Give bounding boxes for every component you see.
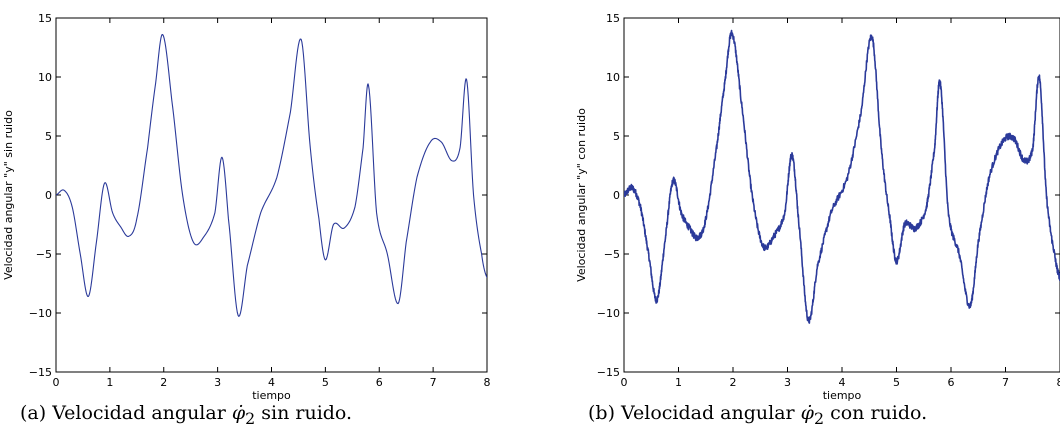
x-tick-label: 5: [322, 376, 329, 389]
y-axis-label: Velocidad angular "y" sin ruido: [2, 110, 15, 280]
caption-b-symbol: φ̇: [800, 402, 814, 424]
caption-b-subscript: 2: [813, 408, 825, 428]
caption-a-subscript: 2: [245, 408, 256, 428]
y-tick-label: −15: [29, 366, 52, 379]
x-tick-label: 3: [214, 376, 221, 389]
x-tick-label: 2: [730, 376, 737, 389]
y-tick-label: −5: [604, 248, 620, 261]
x-tick-label: 8: [1057, 376, 1060, 389]
chart-sin-ruido: 0 1 2 3 4 5 6 7 8 −15 −10 −5 0 5 10 15 tiempo Velocidad a…: [2, 12, 491, 402]
y-tick-label: −10: [29, 307, 52, 320]
x-axis-label: tiempo: [252, 389, 291, 402]
y-axis-label: Velocidad angular "y" con ruido: [575, 108, 588, 282]
series-line-0: [56, 33, 487, 317]
y-tick-label: 10: [606, 71, 620, 84]
y-tick-label: 5: [613, 130, 620, 143]
axes-frame: [55, 17, 488, 373]
caption-b-prefix: (b) Velocidad angular: [588, 402, 801, 424]
x-tick-label: 7: [1002, 376, 1009, 389]
y-tick-label: 0: [613, 189, 620, 202]
x-axis-label: tiempo: [823, 389, 862, 402]
x-tick-label: 6: [376, 376, 383, 389]
x-tick-label: 2: [160, 376, 167, 389]
x-tick-label: 4: [839, 376, 846, 389]
axes-frame: [623, 17, 1060, 373]
x-tick-label: 1: [675, 376, 682, 389]
caption-a-suffix: sin ruido.: [255, 402, 353, 424]
y-tick-label: −15: [597, 366, 620, 379]
series-line-0: [624, 29, 1060, 324]
x-tick-label: 3: [784, 376, 791, 389]
x-tick-label: 6: [948, 376, 955, 389]
x-tick-label: 4: [268, 376, 275, 389]
caption-b: (b) Velocidad angular φ̇2 con ruido.: [588, 402, 927, 428]
x-tick-label: 0: [53, 376, 60, 389]
y-tick-label: 0: [45, 189, 52, 202]
y-tick-label: 10: [38, 71, 52, 84]
caption-b-suffix: con ruido.: [824, 402, 928, 424]
x-tick-label: 5: [893, 376, 900, 389]
y-tick-label: −10: [597, 307, 620, 320]
x-tick-label: 0: [621, 376, 628, 389]
x-tick-label: 7: [430, 376, 437, 389]
y-tick-label: 15: [606, 12, 620, 25]
caption-a: (a) Velocidad angular φ̇2 sin ruido.: [20, 402, 352, 428]
y-tick-label: 5: [45, 130, 52, 143]
x-tick-label: 1: [106, 376, 113, 389]
chart-con-ruido: 0 1 2 3 4 5 6 7 8 −15 −10 −5 0 5 10 15 tiempo Velocidad a…: [575, 12, 1060, 402]
y-tick-label: −5: [36, 248, 52, 261]
caption-a-symbol: φ̇: [231, 402, 246, 424]
y-tick-label: 15: [38, 12, 52, 25]
caption-a-prefix: (a) Velocidad angular: [20, 402, 232, 424]
x-tick-label: 8: [484, 376, 491, 389]
